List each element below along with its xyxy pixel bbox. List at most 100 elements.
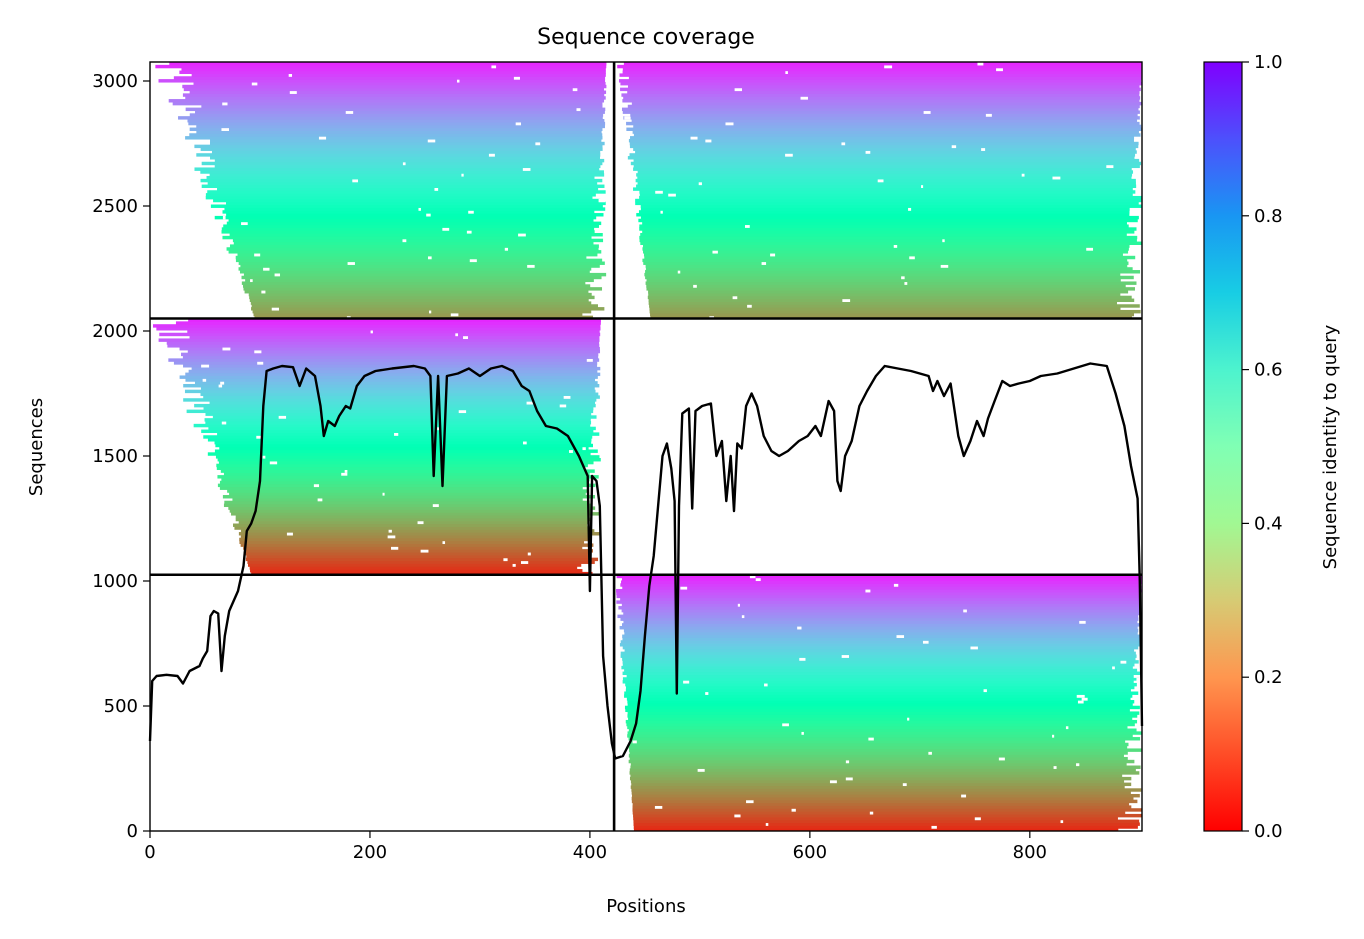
- heatmap-gap: [572, 87, 578, 92]
- heatmap-row: [622, 110, 1140, 114]
- heatmap-gap: [429, 309, 432, 314]
- heatmap-gap: [387, 534, 396, 539]
- heatmap-gap: [469, 258, 477, 263]
- heatmap-row: [622, 657, 1136, 661]
- heatmap-row: [622, 634, 1140, 638]
- heatmap-gap: [450, 312, 459, 317]
- heatmap-row: [649, 307, 1121, 311]
- heatmap-gap: [274, 272, 281, 277]
- heatmap-row: [200, 147, 603, 151]
- heatmap-gap: [923, 110, 931, 114]
- heatmap-row: [630, 765, 1141, 769]
- heatmap-gap: [896, 634, 905, 638]
- heatmap-row: [640, 241, 1142, 245]
- heatmap-gap: [347, 261, 355, 265]
- heatmap-gap: [931, 825, 937, 829]
- heatmap-row: [214, 440, 592, 445]
- heatmap-gap: [1120, 660, 1127, 664]
- heatmap-row: [228, 250, 602, 254]
- heatmap-row: [239, 270, 590, 274]
- heatmap-row: [629, 748, 1142, 752]
- heatmap-row: [200, 178, 603, 183]
- heatmap-row: [623, 116, 1140, 120]
- heatmap-row: [189, 90, 607, 94]
- heatmap-row: [622, 637, 1142, 641]
- heatmap-row: [640, 233, 1127, 237]
- heatmap-gap: [488, 153, 495, 157]
- heatmap-gap: [1086, 247, 1094, 251]
- heatmap-row: [643, 250, 1129, 254]
- heatmap-row: [238, 261, 605, 265]
- heatmap-gap: [256, 435, 263, 439]
- heatmap-row: [629, 756, 1128, 761]
- heatmap-row: [203, 395, 600, 399]
- heatmap-row: [209, 141, 605, 146]
- heatmap-gap: [654, 805, 663, 809]
- heatmap-gap: [841, 141, 846, 146]
- heatmap-row: [223, 503, 592, 508]
- heatmap-row: [645, 267, 1133, 271]
- heatmap-gap: [845, 759, 850, 764]
- heatmap-row: [237, 252, 598, 257]
- heatmap-gap: [755, 577, 761, 582]
- heatmap-gap: [463, 335, 469, 340]
- heatmap-row: [622, 680, 1134, 684]
- heatmap-gap: [345, 110, 354, 114]
- heatmap-gap: [586, 358, 593, 362]
- heatmap-row: [182, 93, 605, 97]
- heatmap-gap: [908, 207, 912, 211]
- heatmap-row: [238, 520, 589, 525]
- heatmap-row: [642, 244, 1130, 248]
- heatmap-row: [631, 793, 1140, 798]
- heatmap-row: [251, 304, 598, 308]
- heatmap-gap: [655, 190, 663, 194]
- heatmap-row: [625, 688, 1131, 693]
- heatmap-gap: [765, 822, 769, 826]
- heatmap-row: [205, 193, 596, 197]
- heatmap-gap: [491, 64, 497, 69]
- heatmap-row: [168, 99, 605, 103]
- heatmap-gap: [461, 173, 464, 177]
- heatmap-row: [624, 631, 1138, 636]
- colorbar-label: Sequence identity to query: [1320, 324, 1341, 569]
- heatmap-row: [633, 813, 1142, 818]
- heatmap-gap: [677, 270, 681, 274]
- heatmap-row: [218, 460, 594, 465]
- heatmap-gap: [418, 207, 421, 211]
- heatmap-row: [650, 312, 1135, 317]
- heatmap-gap: [278, 415, 287, 419]
- heatmap-row: [620, 617, 1139, 621]
- heatmap-row: [201, 104, 603, 109]
- heatmap-gap: [746, 799, 754, 804]
- heatmap-row: [630, 785, 1125, 789]
- heatmap-row: [633, 816, 1118, 821]
- y-tick-label: 1000: [92, 571, 138, 592]
- heatmap-row: [646, 287, 1135, 291]
- heatmap-gap: [1053, 765, 1057, 769]
- heatmap-row: [626, 121, 1140, 126]
- heatmap-gap: [442, 540, 446, 545]
- heatmap-row: [632, 808, 1142, 812]
- heatmap-gap: [522, 167, 531, 171]
- x-tick-label: 600: [793, 842, 827, 863]
- heatmap-row: [221, 230, 595, 234]
- x-axis-label: Positions: [606, 896, 685, 917]
- heatmap-gap: [251, 81, 258, 86]
- heatmap-gap: [770, 252, 776, 257]
- heatmap-row: [208, 426, 596, 431]
- heatmap-row: [214, 215, 597, 220]
- heatmap-row: [623, 620, 1138, 624]
- heatmap-gap: [782, 722, 789, 727]
- heatmap-row: [640, 207, 1130, 211]
- heatmap-gap: [344, 469, 348, 473]
- colorbar-tick-label: 0.2: [1254, 667, 1283, 688]
- heatmap-gap: [402, 238, 407, 243]
- heatmap-row: [648, 290, 1129, 294]
- heatmap-gap: [318, 136, 327, 140]
- heatmap-gap: [869, 811, 874, 815]
- heatmap-row: [630, 136, 1135, 140]
- heatmap-gap: [254, 349, 262, 354]
- heatmap-row: [172, 101, 603, 106]
- heatmap-gap: [434, 187, 439, 191]
- heatmap-row: [185, 136, 603, 140]
